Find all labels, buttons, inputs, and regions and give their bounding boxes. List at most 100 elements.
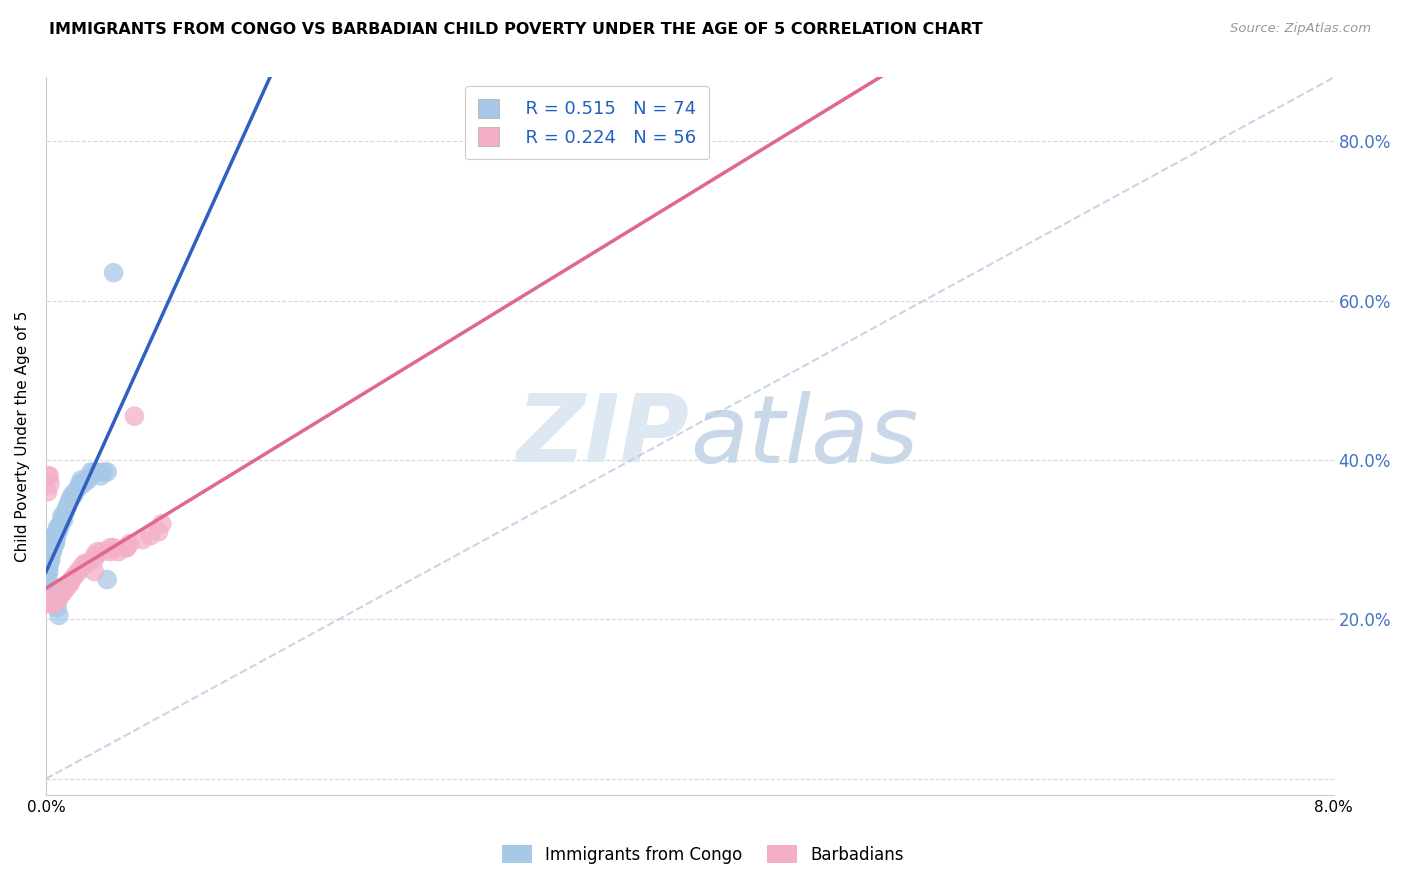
Point [37, 557, 59, 571]
Point [131, 533, 153, 547]
Point [48, 608, 70, 623]
Point [115, 541, 138, 555]
Point [60, 489, 83, 503]
Point [51, 513, 73, 527]
Point [59, 492, 82, 507]
Point [37, 596, 59, 610]
Point [41, 596, 63, 610]
Point [118, 536, 141, 550]
Point [60, 573, 83, 587]
Point [67, 481, 90, 495]
Point [35, 565, 58, 579]
Point [46, 524, 69, 539]
Point [73, 557, 96, 571]
Point [37, 557, 59, 571]
Legend:   R = 0.515   N = 74,   R = 0.224   N = 56: R = 0.515 N = 74, R = 0.224 N = 56 [465, 87, 709, 160]
Point [39, 592, 62, 607]
Point [38, 581, 60, 595]
Point [39, 544, 62, 558]
Point [42, 589, 65, 603]
Point [98, 544, 121, 558]
Point [124, 409, 146, 424]
Point [80, 465, 103, 479]
Point [39, 549, 62, 563]
Point [86, 465, 108, 479]
Point [53, 581, 76, 595]
Point [42, 592, 65, 607]
Point [70, 473, 93, 487]
Point [39, 544, 62, 558]
Point [39, 596, 62, 610]
Point [62, 489, 84, 503]
Point [69, 476, 91, 491]
Point [39, 476, 62, 491]
Point [52, 584, 75, 599]
Point [93, 465, 115, 479]
Point [44, 592, 66, 607]
Point [44, 536, 66, 550]
Point [83, 549, 105, 563]
Point [38, 544, 60, 558]
Point [35, 592, 58, 607]
Text: Source: ZipAtlas.com: Source: ZipAtlas.com [1230, 22, 1371, 36]
Point [37, 576, 59, 591]
Point [45, 529, 67, 543]
Point [41, 584, 63, 599]
Point [56, 500, 79, 515]
Point [37, 560, 59, 574]
Point [115, 541, 138, 555]
Y-axis label: Child Poverty Under the Age of 5: Child Poverty Under the Age of 5 [15, 310, 30, 562]
Point [75, 557, 97, 571]
Point [139, 529, 162, 543]
Point [42, 541, 65, 555]
Point [91, 544, 114, 558]
Point [42, 592, 65, 607]
Point [48, 589, 70, 603]
Point [96, 465, 118, 479]
Point [67, 565, 90, 579]
Point [46, 524, 69, 539]
Point [42, 596, 65, 610]
Point [41, 536, 63, 550]
Point [42, 533, 65, 547]
Point [49, 589, 72, 603]
Point [38, 565, 60, 579]
Point [76, 473, 98, 487]
Point [44, 529, 66, 543]
Point [41, 544, 63, 558]
Point [63, 568, 86, 582]
Point [75, 473, 97, 487]
Point [37, 568, 59, 582]
Point [45, 529, 67, 543]
Point [38, 557, 60, 571]
Point [45, 533, 67, 547]
Point [37, 557, 59, 571]
Point [37, 592, 59, 607]
Point [42, 529, 65, 543]
Point [39, 581, 62, 595]
Point [53, 505, 76, 519]
Point [39, 584, 62, 599]
Text: IMMIGRANTS FROM CONGO VS BARBADIAN CHILD POVERTY UNDER THE AGE OF 5 CORRELATION : IMMIGRANTS FROM CONGO VS BARBADIAN CHILD… [49, 22, 983, 37]
Point [83, 565, 105, 579]
Text: ZIP: ZIP [517, 390, 690, 482]
Point [52, 513, 75, 527]
Point [103, 541, 125, 555]
Point [41, 584, 63, 599]
Point [42, 536, 65, 550]
Point [58, 576, 80, 591]
Point [41, 541, 63, 555]
Point [51, 584, 73, 599]
Point [48, 521, 70, 535]
Point [39, 552, 62, 566]
Point [98, 541, 121, 555]
Text: atlas: atlas [690, 391, 918, 482]
Point [46, 600, 69, 615]
Point [107, 544, 129, 558]
Point [51, 508, 73, 523]
Point [41, 592, 63, 607]
Point [42, 536, 65, 550]
Point [38, 596, 60, 610]
Point [39, 592, 62, 607]
Point [96, 573, 118, 587]
